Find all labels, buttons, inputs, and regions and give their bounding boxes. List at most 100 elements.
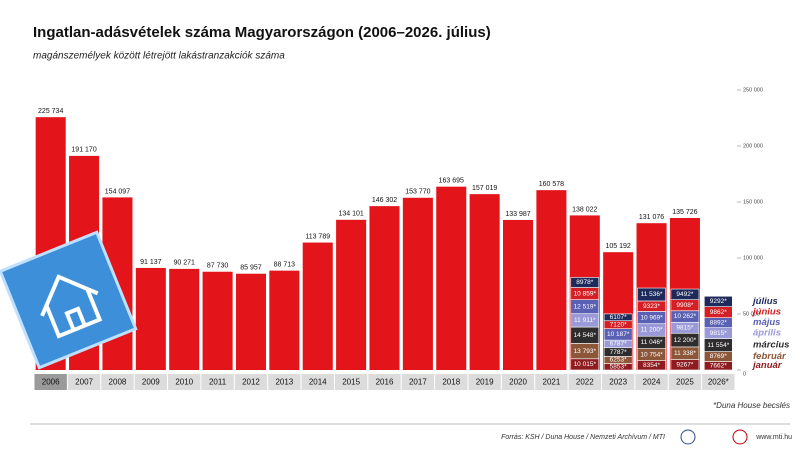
segment-label: 9862* — [710, 309, 727, 316]
x-tick-label: 2015 — [342, 378, 360, 387]
segment-label: 5853* — [610, 363, 627, 370]
category-box — [635, 374, 668, 390]
x-tick-label: 2018 — [442, 378, 460, 387]
value-label: 90 271 — [174, 260, 196, 267]
segment-label: 13 793* — [574, 348, 597, 355]
category-box — [234, 374, 268, 390]
category-box — [368, 374, 401, 390]
value-label: 154 097 — [105, 188, 130, 195]
segment-label: 8892* — [710, 319, 727, 326]
bar — [536, 190, 567, 370]
segment-label: 11 046* — [641, 339, 663, 346]
value-label: 153 770 — [405, 189, 430, 196]
segment-label: 6253* — [610, 357, 627, 364]
segment-label: 14 548* — [574, 332, 597, 339]
value-label: 113 789 — [305, 233, 330, 240]
segment-label: 11 200* — [641, 327, 663, 334]
segment-label: 7787* — [610, 349, 627, 356]
category-box — [268, 374, 301, 390]
bar — [169, 268, 200, 370]
category-box — [134, 374, 168, 390]
value-label: 157 019 — [472, 185, 497, 192]
segment-label: 6787* — [610, 341, 627, 348]
value-label: 91 137 — [140, 259, 162, 266]
category-box — [668, 374, 702, 390]
x-tick-label: 2009 — [142, 378, 160, 387]
segment-label: 10 262* — [674, 313, 697, 320]
bar — [369, 206, 400, 370]
category-box — [535, 374, 568, 390]
legend-label: március — [753, 340, 789, 351]
x-tick-label: 2021 — [543, 378, 561, 387]
bar — [302, 242, 333, 370]
segment-label: 9815* — [710, 330, 727, 337]
chart-subtitle: magánszemélyek között létrejött lakástra… — [33, 51, 285, 62]
bar — [503, 219, 534, 370]
segment-label: 11 536* — [641, 291, 663, 298]
x-tick-label: 2013 — [275, 378, 293, 387]
chart-title: Ingatlan-adásvételek száma Magyarországo… — [33, 24, 491, 41]
segment-label: 8978* — [576, 279, 593, 286]
logo — [680, 429, 696, 445]
x-tick-label: 2010 — [175, 378, 193, 387]
segment-label: 12 519* — [574, 303, 597, 310]
y-tick-label: 250 000 — [743, 87, 763, 93]
stack-segment — [570, 277, 600, 288]
category-box — [702, 374, 735, 390]
segment-label: 11 338* — [674, 350, 696, 357]
segment-label: 10 969* — [640, 314, 663, 321]
y-tick-label: 200 000 — [743, 143, 763, 149]
bar — [202, 271, 233, 370]
value-label: 191 170 — [71, 147, 96, 154]
value-label: 135 726 — [672, 209, 697, 216]
category-box — [435, 374, 468, 390]
segment-label: 6107* — [610, 314, 627, 321]
category-box — [401, 374, 435, 390]
x-tick-label: 2006 — [42, 378, 60, 387]
bar — [436, 186, 467, 370]
legend-label: február — [753, 351, 787, 362]
logo — [732, 429, 748, 445]
bar — [135, 267, 166, 370]
category-box — [334, 374, 368, 390]
x-tick-label: 2024 — [643, 378, 661, 387]
value-label: 138 022 — [572, 206, 597, 213]
value-label: 134 101 — [338, 211, 363, 218]
x-tick-label: 2022 — [576, 378, 594, 387]
y-tick-label: 100 000 — [743, 255, 763, 261]
value-label: 160 578 — [539, 181, 564, 188]
note: *Duna House becslés — [713, 401, 790, 410]
value-label: 131 076 — [639, 214, 664, 221]
bar — [402, 197, 433, 370]
x-tick-label: 2016 — [376, 378, 394, 387]
bar — [336, 219, 367, 370]
icon-frame — [0, 230, 138, 370]
segment-label: 7662* — [710, 362, 727, 369]
stack-segment — [703, 295, 733, 307]
x-tick-label: 2011 — [209, 378, 227, 387]
y-tick-label: 150 000 — [743, 199, 763, 205]
y-tick-label: 0 — [743, 371, 746, 377]
x-tick-label: 2012 — [242, 378, 260, 387]
segment-label: 7120* — [610, 321, 627, 328]
category-box — [601, 374, 635, 390]
x-tick-label: 2020 — [509, 378, 527, 387]
category-box — [301, 374, 334, 390]
segment-label: 10 187* — [607, 331, 630, 338]
house-icon — [0, 230, 138, 370]
segment-label: 9323* — [643, 303, 660, 310]
value-label: 163 695 — [439, 178, 464, 185]
source: Forrás: KSH / Duna House / Nemzeti Archí… — [501, 434, 665, 441]
stack-segment — [603, 313, 633, 322]
value-label: 87 730 — [207, 263, 229, 270]
value-label: 133 987 — [505, 211, 530, 218]
website: www.mti.hu — [755, 434, 792, 441]
segment-label: 8354* — [643, 362, 660, 369]
segment-label: 9815* — [676, 324, 693, 331]
x-tick-label: 2025 — [676, 378, 694, 387]
segment-label: 11 554* — [707, 342, 729, 349]
category-box — [67, 374, 101, 390]
segment-label: 9908* — [676, 302, 693, 309]
value-label: 85 957 — [240, 265, 262, 272]
